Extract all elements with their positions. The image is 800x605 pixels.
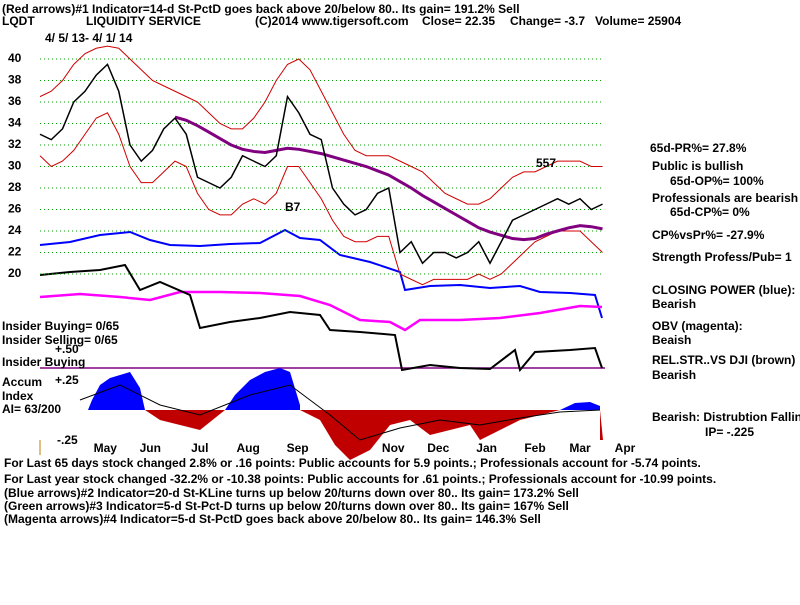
left-note: Insider Buying= 0/65 (2, 319, 119, 333)
header-text: LIQUIDITY SERVICE (86, 14, 201, 28)
y-tick-label: 36 (8, 94, 22, 108)
side-note: REL.STR..VS DJI (brown) (652, 353, 795, 367)
y-tick-label: 26 (8, 202, 22, 216)
x-tick-label: Feb (524, 441, 545, 455)
header-text: Volume= 25904 (595, 14, 681, 28)
footer-text: (Blue arrows)#2 Indicator=20-d St-KLine … (4, 486, 579, 500)
series-line (39, 112, 603, 286)
y-tick-label: 24 (8, 223, 22, 237)
side-note: IP= -.225 (705, 425, 754, 439)
side-note: CLOSING POWER (blue): (652, 283, 795, 297)
x-tick-label: Jun (140, 441, 161, 455)
y-tick-label: 22 (8, 245, 22, 259)
x-tick-label: Jul (191, 441, 208, 455)
footer-text: (Green arrows)#3 Indicator=5-d St-Pct-D … (4, 499, 569, 513)
series-line (39, 45, 603, 205)
left-note: -.25 (57, 433, 78, 447)
side-note: 65d-CP%= 0% (670, 205, 750, 219)
side-note: Public is bullish (652, 159, 743, 173)
x-tick-label: Mar (569, 441, 591, 455)
header-text: Change= -3.7 (510, 14, 585, 28)
footer-text: (Magenta arrows)#4 Indicator=5-d St-PctD… (4, 512, 541, 526)
annotation: B7 (285, 200, 301, 214)
x-tick-label: Sep (287, 441, 309, 455)
header-text: (C)2014 www.tigersoft.com (255, 14, 409, 28)
left-note: +.50 (55, 342, 79, 356)
x-tick-label: May (94, 441, 118, 455)
side-note: OBV (magenta): (652, 319, 743, 333)
series-line (174, 115, 603, 242)
side-note: Strength Profess/Pub= 1 (652, 250, 792, 264)
side-note: Bearish (652, 368, 696, 382)
accum-average (79, 384, 601, 441)
obv-line (39, 290, 603, 332)
x-tick-label: Nov (382, 441, 405, 455)
x-tick-label: Jan (476, 441, 497, 455)
x-tick-label: Apr (615, 441, 636, 455)
closing-power-line (39, 228, 603, 319)
y-tick-label: 38 (8, 73, 22, 87)
side-note: 65d-PR%= 27.8% (650, 141, 747, 155)
header-text: (Red arrows)#1 Indicator=14-d St-PctD go… (2, 2, 520, 16)
accum-positive (88, 368, 600, 410)
side-note: Bearish: Distrubtion Falling (652, 410, 800, 424)
left-note: Accum (2, 375, 42, 389)
footer-text: For Last 65 days stock changed 2.8% or .… (4, 456, 701, 470)
side-note: Beaish (652, 333, 691, 347)
x-tick-label: Dec (427, 441, 449, 455)
left-note: AI= 63/200 (2, 402, 61, 416)
accum-negative (145, 410, 603, 460)
header-text: Close= 22.35 (422, 14, 495, 28)
side-note: 65d-OP%= 100% (670, 174, 764, 188)
left-note: +.25 (55, 373, 79, 387)
footer-text: For Last year stock changed -32.2% or -1… (4, 472, 716, 486)
side-note: Professionals are bearish (652, 191, 798, 205)
y-tick-label: 34 (8, 116, 22, 130)
rel-strength-line (39, 263, 603, 373)
header-text: 4/ 5/ 13- 4/ 1/ 14 (45, 31, 133, 45)
side-note: CP%vsPr%= -27.9% (652, 228, 765, 242)
annotation: 557 (536, 156, 556, 170)
header-text: LQDT (2, 14, 35, 28)
left-note: Insider Buying (2, 355, 85, 369)
left-note: Index (2, 389, 34, 403)
left-note: Insider Selling= 0/65 (2, 333, 118, 347)
y-tick-label: 20 (8, 266, 22, 280)
y-tick-label: 28 (8, 180, 22, 194)
y-tick-label: 32 (8, 137, 22, 151)
series-line (39, 63, 603, 265)
y-tick-label: 30 (8, 159, 22, 173)
y-tick-label: 40 (8, 51, 22, 65)
side-note: Bearish (652, 297, 696, 311)
x-tick-label: Aug (236, 441, 259, 455)
